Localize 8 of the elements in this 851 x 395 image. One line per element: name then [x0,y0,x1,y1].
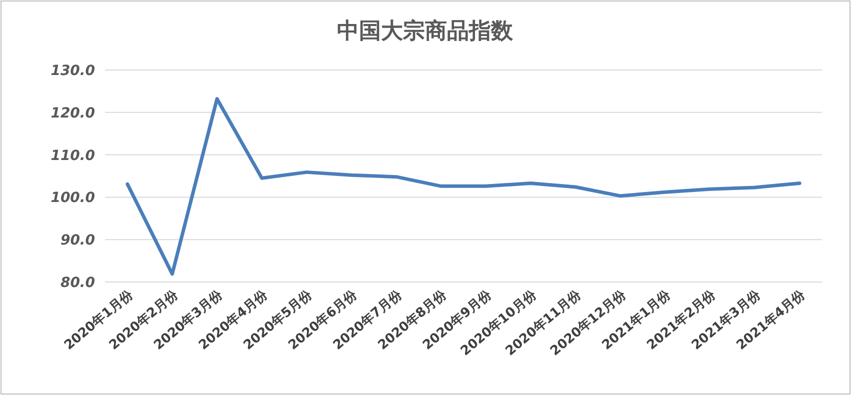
chart-title: 中国大宗商品指数 [337,18,514,44]
y-tick-label: 80.0 [60,275,96,291]
y-tick-label: 90.0 [60,232,96,249]
y-tick-label: 130.0 [50,63,96,79]
y-tick-label: 110.0 [50,148,96,164]
line-series [126,97,802,276]
y-tick-label: 100.0 [50,190,96,206]
y-tick-label: 120.0 [50,105,96,122]
